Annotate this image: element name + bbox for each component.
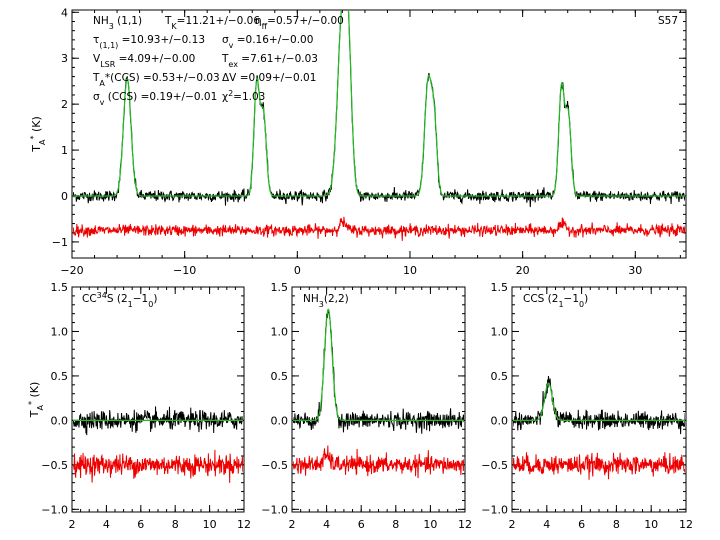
x-tick-label: 30 — [628, 264, 642, 277]
y-tick-label: −0.5 — [41, 459, 68, 472]
observed-spectrum — [293, 309, 464, 434]
x-tick-label: 2 — [69, 518, 76, 531]
observed-spectrum — [513, 376, 685, 435]
fit-annotation: σv (CCS) =0.19+/−0.01 — [93, 91, 217, 107]
y-axis-label: TA* (K) — [29, 116, 47, 153]
x-tick-label: 12 — [679, 518, 693, 531]
y-tick-label: 3 — [61, 52, 68, 65]
y-tick-label: 4 — [61, 6, 68, 19]
fit-spectrum — [73, 11, 685, 197]
x-tick-label: −20 — [60, 264, 83, 277]
residual-spectrum — [73, 216, 685, 241]
y-tick-label: −1.0 — [261, 503, 288, 516]
y-tick-label: 0.0 — [491, 414, 509, 427]
y-tick-label: 0 — [61, 190, 68, 203]
y-tick-label: 1 — [61, 144, 68, 157]
y-tick-label: 1.0 — [271, 325, 289, 338]
y-tick-label: −0.5 — [481, 459, 508, 472]
plot-frame — [71, 286, 245, 513]
fit-annotation: χ2=1.03 — [222, 89, 265, 104]
x-tick-label: 6 — [578, 518, 585, 531]
x-tick-label: 2 — [509, 518, 516, 531]
x-tick-label: 10 — [203, 518, 217, 531]
fit-annotation: ΔV =0.09+/−0.01 — [222, 72, 316, 84]
x-tick-label: 12 — [237, 518, 251, 531]
fit-annotation: TK=11.21+/−0.06 — [164, 15, 260, 31]
fit-annotation: CC34S (21−10) — [82, 291, 157, 309]
y-tick-label: −1 — [52, 236, 68, 249]
y-tick-label: −0.5 — [261, 459, 288, 472]
x-tick-label: 6 — [137, 518, 144, 531]
fit-spectrum — [513, 382, 685, 421]
y-tick-label: 2 — [61, 98, 68, 111]
y-tick-label: 1.5 — [51, 281, 69, 294]
plot-frame — [71, 9, 687, 259]
x-tick-label: 4 — [323, 518, 330, 531]
residual-spectrum — [513, 452, 685, 480]
plot-frame — [291, 286, 466, 513]
y-tick-label: −1.0 — [481, 503, 508, 516]
source-label: S57 — [658, 15, 678, 27]
x-tick-label: 4 — [103, 518, 110, 531]
fit-annotation: VLSR =4.09+/−0.00 — [93, 53, 195, 69]
fit-annotation: τ(1,1) =10.93+/−0.13 — [93, 34, 205, 50]
y-tick-label: 1.5 — [271, 281, 289, 294]
panel-bottom-middle: 2 4 6 8 10 12 −1.0 −0.5 0.0 0.5 1.0 1.5 NH3(2,2) — [261, 281, 472, 531]
fit-annotation: NH3(2,2) — [303, 293, 349, 309]
fit-annotation: NH3 (1,1) — [93, 15, 142, 31]
x-tick-label: 10 — [403, 264, 417, 277]
panel-bottom-right: 2 4 6 8 10 12 −1.0 −0.5 0.0 0.5 1.0 1.5 CCS (21−10) — [481, 281, 693, 531]
fit-annotation: ηff=0.57+/−0.00 — [255, 15, 344, 31]
y-tick-label: −1.0 — [41, 503, 68, 516]
x-tick-label: 6 — [358, 518, 365, 531]
panel-bottom-left: 2 4 6 8 10 12 −1.0 −0.5 0.0 0.5 1.0 1.5 TA* (K) CC34S… — [27, 281, 252, 531]
x-tick-label: 8 — [392, 518, 399, 531]
fit-annotation: TA*(CCS) =0.53+/−0.03 — [92, 72, 220, 88]
residual-spectrum — [293, 445, 464, 479]
x-tick-label: 0 — [294, 264, 301, 277]
x-tick-label: 8 — [172, 518, 179, 531]
plot-frame — [511, 286, 687, 513]
y-tick-label: 0.5 — [51, 370, 69, 383]
x-tick-label: 20 — [516, 264, 530, 277]
x-tick-label: 12 — [458, 518, 472, 531]
fit-annotation: σv =0.16+/−0.00 — [222, 34, 313, 50]
fit-spectrum — [293, 308, 464, 421]
residual-spectrum — [73, 449, 243, 483]
observed-spectrum — [73, 11, 685, 208]
y-tick-label: 1.0 — [491, 325, 509, 338]
x-tick-label: 10 — [644, 518, 658, 531]
x-tick-label: 4 — [543, 518, 550, 531]
x-tick-label: 8 — [613, 518, 620, 531]
x-tick-label: 10 — [423, 518, 437, 531]
fit-annotation: Tex =7.61+/−0.03 — [221, 53, 318, 69]
y-tick-label: 0.5 — [271, 370, 289, 383]
x-tick-label: 2 — [289, 518, 296, 531]
y-axis-label: TA* (K) — [27, 382, 45, 419]
y-tick-label: 1.0 — [51, 325, 69, 338]
x-tick-label: −10 — [173, 264, 196, 277]
fit-annotation: CCS (21−10) — [523, 293, 588, 309]
y-tick-label: 0.5 — [491, 370, 509, 383]
y-tick-label: 0.0 — [271, 414, 289, 427]
y-tick-label: 0.0 — [51, 414, 69, 427]
y-tick-label: 1.5 — [491, 281, 509, 294]
